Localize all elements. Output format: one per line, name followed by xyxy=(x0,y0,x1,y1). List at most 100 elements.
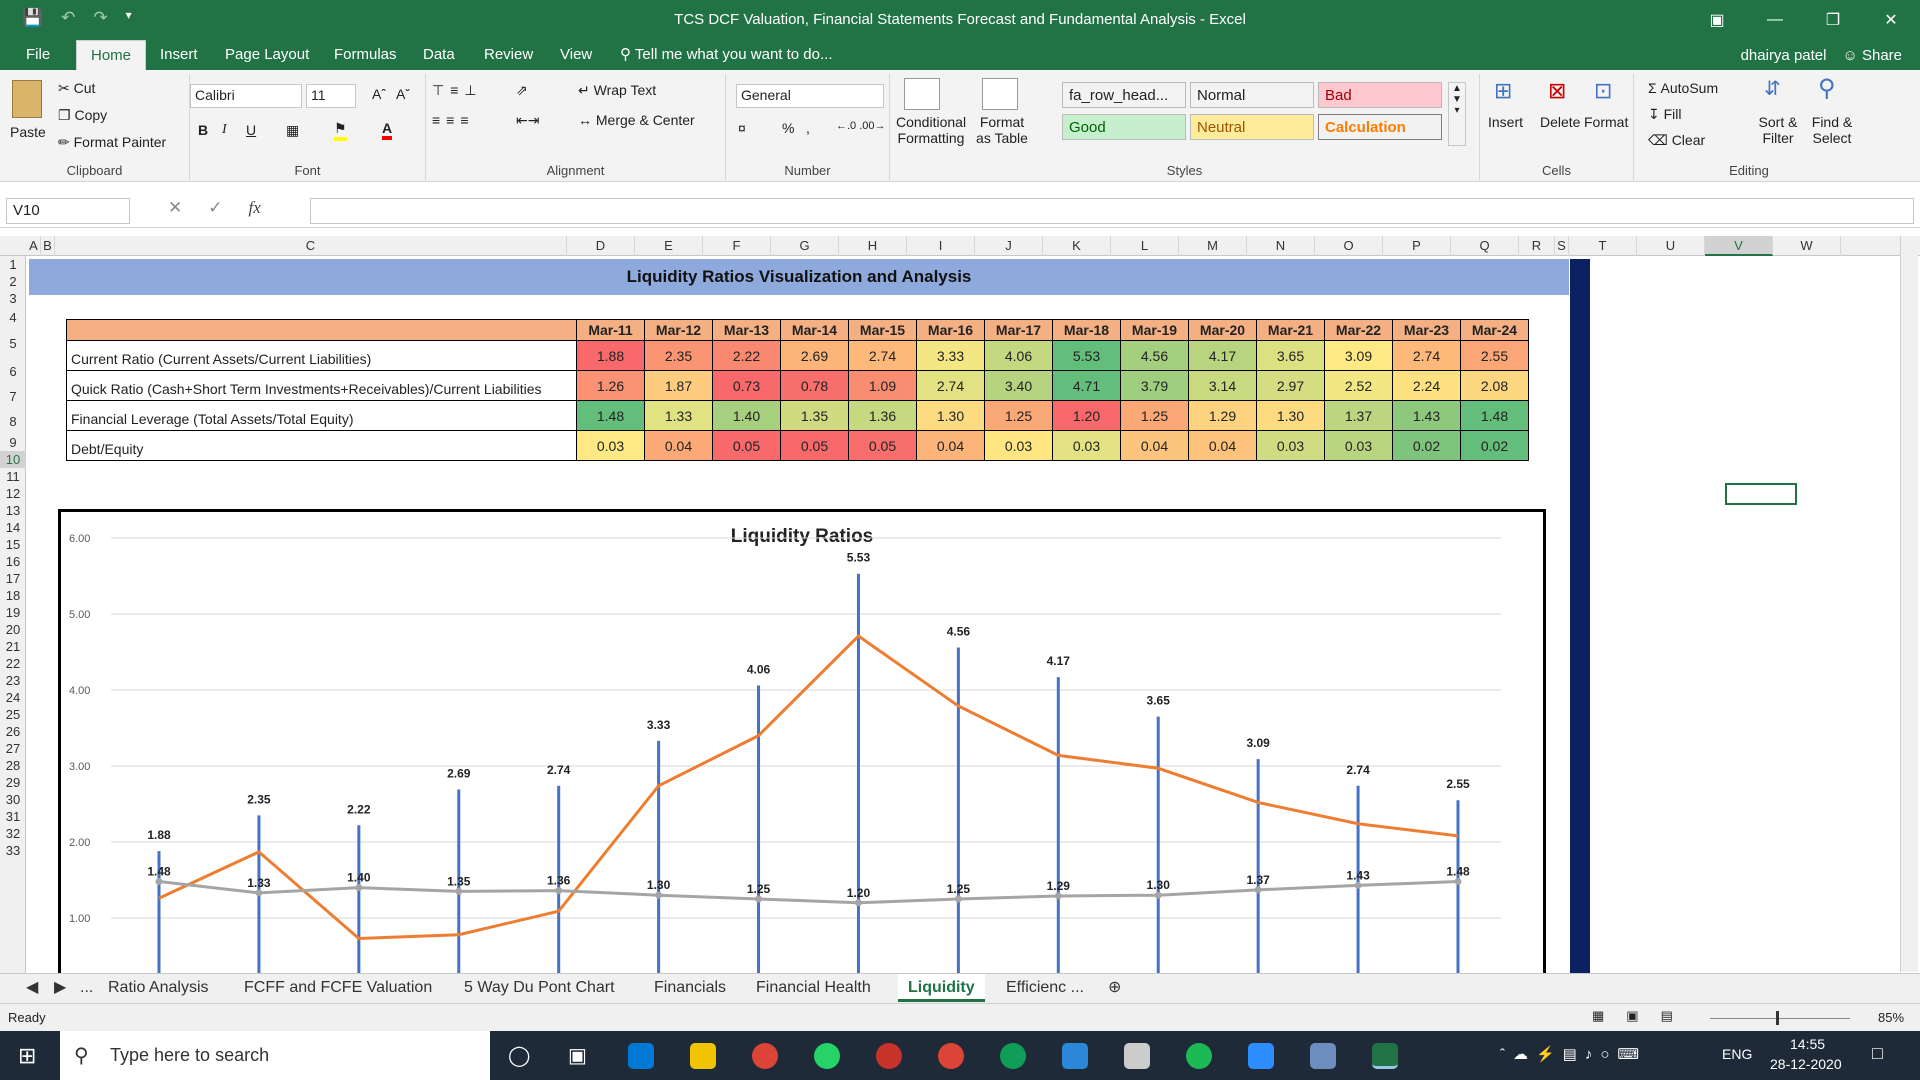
column-header-E[interactable]: E xyxy=(635,236,703,256)
column-header-H[interactable]: H xyxy=(839,236,907,256)
ratio-value-cell[interactable]: 0.03 xyxy=(576,430,645,461)
column-header-Q[interactable]: Q xyxy=(1451,236,1519,256)
ratio-value-cell[interactable]: 2.24 xyxy=(1392,370,1461,401)
column-header-V[interactable]: V xyxy=(1705,236,1773,256)
number-format-select[interactable]: General xyxy=(736,84,884,108)
column-header-F[interactable]: F xyxy=(703,236,771,256)
ratio-value-cell[interactable]: 1.20 xyxy=(1052,400,1121,431)
merge-center-button[interactable]: ↔ Merge & Center xyxy=(578,112,695,128)
sheet-tab[interactable]: ... xyxy=(80,979,94,996)
clock-date[interactable]: 28-12-2020 xyxy=(1770,1056,1842,1072)
column-header-D[interactable]: D xyxy=(567,236,635,256)
row-header-27[interactable]: 27 xyxy=(5,741,21,756)
decimal-icons[interactable]: ←.0 .00→ xyxy=(836,120,886,132)
sheet-tab[interactable]: Liquidity xyxy=(898,974,985,1002)
redo-icon[interactable]: ↷ xyxy=(93,8,108,27)
styles-gallery-scroll[interactable]: ▲ ▼ ▾ xyxy=(1448,82,1466,146)
ratio-value-cell[interactable]: 0.03 xyxy=(984,430,1053,461)
row-header-11[interactable]: 11 xyxy=(6,469,20,484)
ratio-value-cell[interactable]: 3.09 xyxy=(1324,340,1393,371)
tab-page-layout[interactable]: Page Layout xyxy=(225,46,310,63)
column-header-P[interactable]: P xyxy=(1383,236,1451,256)
save-icon[interactable]: 💾 xyxy=(22,8,44,27)
ratio-value-cell[interactable]: 1.37 xyxy=(1324,400,1393,431)
ratio-label[interactable]: Debt/Equity xyxy=(66,430,577,461)
italic-button[interactable]: I xyxy=(222,122,227,137)
row-header-17[interactable]: 17 xyxy=(5,571,21,586)
period-header[interactable]: Mar-13 xyxy=(712,319,781,341)
sheet-tab[interactable]: Financials xyxy=(654,979,727,996)
row-header-29[interactable]: 29 xyxy=(5,775,21,790)
ratio-value-cell[interactable]: 1.30 xyxy=(916,400,985,431)
ratio-value-cell[interactable]: 0.02 xyxy=(1460,430,1529,461)
row-header-10[interactable]: 10 xyxy=(0,451,26,468)
add-sheet-icon[interactable]: ⊕ xyxy=(1108,979,1122,996)
row-header-20[interactable]: 20 xyxy=(5,622,21,637)
ratio-value-cell[interactable]: 4.06 xyxy=(984,340,1053,371)
row-header-30[interactable]: 30 xyxy=(5,792,21,807)
row-header-31[interactable]: 31 xyxy=(5,809,21,824)
ratio-value-cell[interactable]: 2.74 xyxy=(1392,340,1461,371)
row-header-32[interactable]: 32 xyxy=(5,826,21,841)
column-header-B[interactable]: B xyxy=(41,236,55,256)
ratio-value-cell[interactable]: 0.03 xyxy=(1256,430,1325,461)
row-header-24[interactable]: 24 xyxy=(5,690,21,705)
ratio-value-cell[interactable]: 0.04 xyxy=(1120,430,1189,461)
ratio-value-cell[interactable]: 1.48 xyxy=(1460,400,1529,431)
format-painter-button[interactable]: ✏ Format Painter xyxy=(58,134,166,151)
ratio-value-cell[interactable]: 0.04 xyxy=(644,430,713,461)
fill-button[interactable]: ↧ Fill xyxy=(1648,106,1682,123)
chrome-profile-icon[interactable] xyxy=(938,1043,964,1069)
paste-icon[interactable] xyxy=(12,80,42,118)
windows-start-icon[interactable]: ⊞ xyxy=(18,1043,37,1068)
row-header-21[interactable]: 21 xyxy=(5,639,21,654)
ratio-label[interactable]: Quick Ratio (Cash+Short Term Investments… xyxy=(66,370,577,401)
style-fa-row-head[interactable]: fa_row_head... xyxy=(1062,82,1186,108)
function-icon[interactable]: fx xyxy=(248,198,261,217)
row-header-23[interactable]: 23 xyxy=(5,673,21,688)
ratio-value-cell[interactable]: 2.35 xyxy=(644,340,713,371)
name-box[interactable]: V10 xyxy=(6,198,130,224)
period-header[interactable]: Mar-17 xyxy=(984,319,1053,341)
row-header-3[interactable]: 3 xyxy=(9,291,17,306)
worksheet-grid[interactable]: Liquidity Ratios Visualization and Analy… xyxy=(27,256,1900,976)
ratio-value-cell[interactable]: 3.65 xyxy=(1256,340,1325,371)
ratio-value-cell[interactable]: 0.03 xyxy=(1324,430,1393,461)
column-header-M[interactable]: M xyxy=(1179,236,1247,256)
ratio-value-cell[interactable]: 0.04 xyxy=(916,430,985,461)
horizontal-align-icons[interactable]: ≡≡≡ xyxy=(432,112,475,128)
ratio-value-cell[interactable]: 0.78 xyxy=(780,370,849,401)
task-view-icon[interactable]: ▣ xyxy=(568,1045,587,1067)
column-header-T[interactable]: T xyxy=(1569,236,1637,256)
insert-cells-button[interactable]: Insert xyxy=(1488,114,1524,130)
zoom-app-icon[interactable] xyxy=(1248,1043,1274,1069)
font-size-select[interactable]: 11 xyxy=(306,84,356,108)
ratio-value-cell[interactable]: 0.73 xyxy=(712,370,781,401)
indent-icons[interactable]: ⇤⇥ xyxy=(516,112,540,128)
sheet-tab[interactable]: Efficienc ... xyxy=(1006,979,1084,996)
spotify-icon[interactable] xyxy=(1186,1043,1212,1069)
share-button[interactable]: ☺ Share xyxy=(1842,47,1902,64)
period-header[interactable]: Mar-20 xyxy=(1188,319,1257,341)
ratio-value-cell[interactable]: 1.29 xyxy=(1188,400,1257,431)
vertical-align-icons[interactable]: ⊤≡⊥ xyxy=(432,82,483,98)
chrome-profile-2-icon[interactable] xyxy=(1000,1043,1026,1069)
format-cells-button[interactable]: Format xyxy=(1584,114,1629,130)
period-header[interactable]: Mar-16 xyxy=(916,319,985,341)
row-header-12[interactable]: 12 xyxy=(5,486,21,501)
row-header-9[interactable]: 9 xyxy=(9,435,17,450)
period-header[interactable]: Mar-22 xyxy=(1324,319,1393,341)
column-header-N[interactable]: N xyxy=(1247,236,1315,256)
shrink-font-icon[interactable]: Aˇ xyxy=(396,86,410,102)
ratio-value-cell[interactable]: 1.25 xyxy=(1120,400,1189,431)
orientation-icon[interactable]: ⇗ xyxy=(516,82,528,98)
ratio-value-cell[interactable]: 0.04 xyxy=(1188,430,1257,461)
column-header-R[interactable]: R xyxy=(1519,236,1555,256)
ratio-value-cell[interactable]: 2.74 xyxy=(848,340,917,371)
wrap-text-button[interactable]: ↵ Wrap Text xyxy=(578,82,656,99)
ratio-value-cell[interactable]: 0.05 xyxy=(712,430,781,461)
ratio-value-cell[interactable]: 4.56 xyxy=(1120,340,1189,371)
find-select-button[interactable]: Find & Select xyxy=(1811,114,1853,146)
column-header-S[interactable]: S xyxy=(1555,236,1569,256)
row-header-22[interactable]: 22 xyxy=(5,656,21,671)
